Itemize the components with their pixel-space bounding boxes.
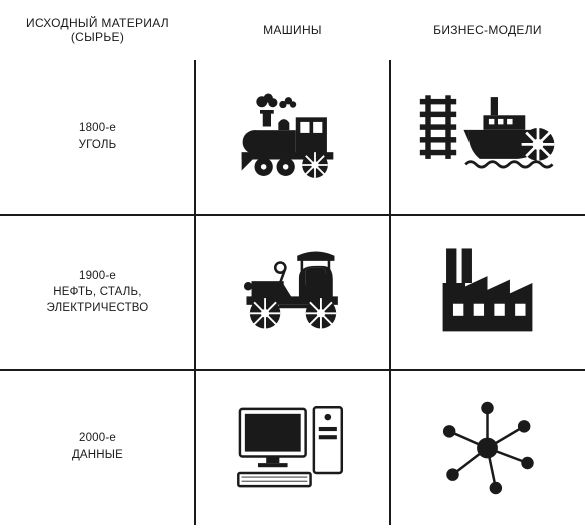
row-2-label: 1900-е НЕФТЬ, СТАЛЬ, ЭЛЕКТРИЧЕСТВО — [0, 215, 195, 370]
row-3-era: 2000-е — [79, 431, 116, 447]
row-1-label: 1800-е УГОЛЬ — [0, 60, 195, 215]
grid-container: ИСХОДНЫЙ МАТЕРИАЛ (СЫРЬЕ) МАШИНЫ БИЗНЕС-… — [0, 0, 585, 525]
row-1-era: 1800-е — [79, 121, 116, 137]
row-1-machine-cell — [195, 60, 390, 215]
header-col-1: ИСХОДНЫЙ МАТЕРИАЛ (СЫРЬЕ) — [0, 0, 195, 60]
rail-steamboat-icon — [418, 88, 558, 188]
desktop-computer-icon — [235, 400, 350, 495]
row-3-machine-cell — [195, 370, 390, 525]
network-hub-icon — [435, 398, 540, 498]
row-1-business-cell — [390, 60, 585, 215]
steam-locomotive-icon — [238, 90, 348, 185]
vertical-divider-2 — [389, 60, 391, 525]
horizontal-divider-2 — [0, 369, 585, 371]
row-3-business-cell — [390, 370, 585, 525]
header-col-2: МАШИНЫ — [195, 0, 390, 60]
vintage-car-icon — [238, 248, 348, 338]
row-2-machine-cell — [195, 215, 390, 370]
vertical-divider-1 — [194, 60, 196, 525]
row-2-material: НЕФТЬ, СТАЛЬ, ЭЛЕКТРИЧЕСТВО — [8, 285, 187, 316]
row-3-material: ДАННЫЕ — [72, 448, 123, 464]
row-2-era: 1900-е — [79, 269, 116, 285]
factory-icon — [435, 245, 540, 340]
infographic-grid: ИСХОДНЫЙ МАТЕРИАЛ (СЫРЬЕ) МАШИНЫ БИЗНЕС-… — [0, 0, 585, 531]
row-2-business-cell — [390, 215, 585, 370]
row-1-material: УГОЛЬ — [79, 138, 117, 154]
header-col-3: БИЗНЕС-МОДЕЛИ — [390, 0, 585, 60]
row-3-label: 2000-е ДАННЫЕ — [0, 370, 195, 525]
rail-tracks-icon — [419, 95, 455, 159]
horizontal-divider-1 — [0, 214, 585, 216]
steamboat-icon — [463, 97, 554, 167]
